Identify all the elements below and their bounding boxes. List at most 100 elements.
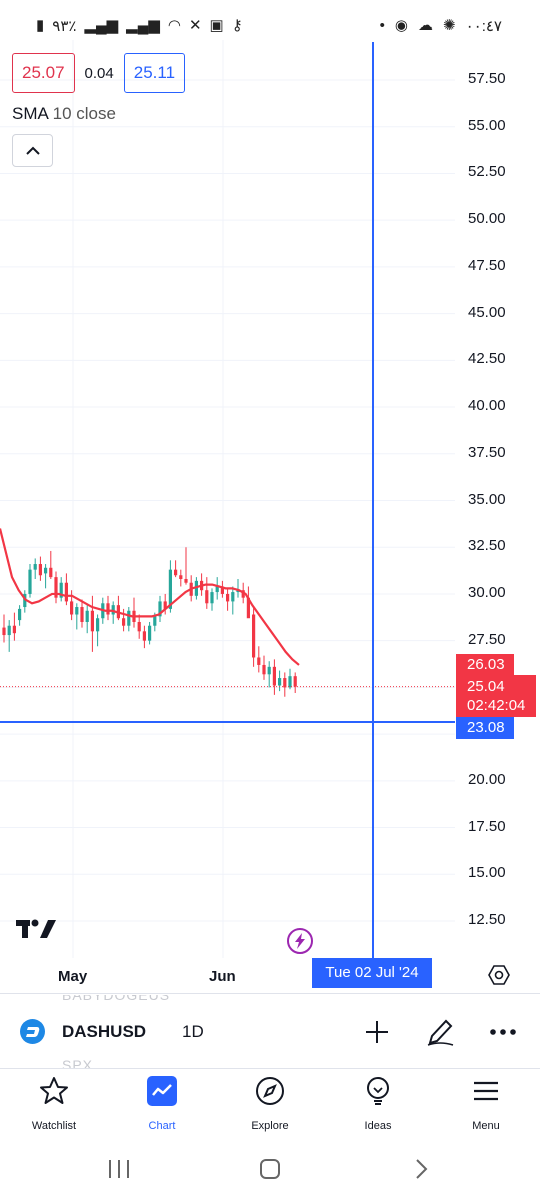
- candle-body: [179, 575, 183, 579]
- wifi-icon: ◠: [167, 17, 181, 34]
- price-tick-label: 15.00: [468, 864, 506, 882]
- candle-body: [158, 601, 162, 617]
- candle-body: [44, 567, 48, 574]
- crosshair-price-tag: 23.08: [456, 717, 514, 739]
- nav-watchlist-label: Watchlist: [31, 1120, 77, 1132]
- candle-body: [64, 582, 68, 602]
- candle-body: [75, 607, 79, 615]
- price-tick-label: 50.00: [468, 210, 506, 228]
- bid-price-button[interactable]: 25.07: [12, 53, 75, 93]
- drawing-tools-icon[interactable]: [425, 1017, 455, 1047]
- flash-icon[interactable]: [287, 928, 313, 954]
- candle-body: [278, 678, 282, 686]
- candle-body: [59, 582, 63, 598]
- whatsapp-icon: ◉: [394, 17, 409, 34]
- chart-icon: [147, 1076, 177, 1106]
- ask-price-button[interactable]: 25.11: [123, 53, 186, 93]
- candle-body: [194, 580, 198, 596]
- nav-chart-label: Chart: [148, 1120, 176, 1132]
- symbol-toolbar: BABYDOGEUS DASHUSD 1D SPX: [0, 995, 540, 1069]
- candle-body: [122, 618, 126, 626]
- battery-percent: ٩٣٪: [52, 18, 77, 35]
- candle-body: [33, 564, 37, 570]
- nav-explore-label: Explore: [251, 1120, 289, 1132]
- crosshair-date-tag: Tue 02 Jul '24: [312, 958, 432, 988]
- more-options-icon[interactable]: [488, 1017, 518, 1047]
- price-tick-label: 12.50: [468, 911, 506, 928]
- candle-body: [7, 625, 11, 636]
- candle-body: [148, 625, 152, 641]
- nav-menu[interactable]: Menu: [432, 1070, 540, 1138]
- chart-canvas[interactable]: [0, 40, 540, 958]
- candle-body: [163, 601, 167, 609]
- candle-body: [236, 590, 240, 593]
- signal-icon: ▂▄▆: [126, 17, 160, 34]
- add-icon[interactable]: [362, 1017, 392, 1047]
- candle-body: [38, 564, 42, 576]
- candle-body: [246, 597, 250, 619]
- chevron-up-icon: [25, 146, 40, 155]
- candle-body: [2, 627, 6, 636]
- candle-body: [184, 578, 188, 583]
- candle-body: [142, 631, 146, 641]
- candle-body: [262, 664, 266, 675]
- price-tick-label: 47.50: [468, 256, 506, 274]
- date-label-may: May: [58, 968, 88, 985]
- nav-ideas-label: Ideas: [364, 1120, 392, 1132]
- settings-icon: ✺: [443, 17, 456, 34]
- collapse-legend-button[interactable]: [12, 134, 53, 167]
- candle-body: [54, 577, 58, 598]
- home-icon[interactable]: [260, 1159, 280, 1179]
- lock-icon: ▣: [209, 17, 224, 34]
- candle-body: [127, 610, 131, 626]
- price-tick-label: 57.50: [468, 70, 506, 87]
- candle-body: [153, 616, 157, 626]
- bar-countdown: 02:42:04: [467, 697, 526, 714]
- sma-line: [0, 528, 300, 666]
- candle-body: [267, 666, 271, 675]
- interval-button[interactable]: 1D: [182, 1022, 204, 1041]
- candle-body: [226, 593, 230, 602]
- candle-body: [18, 608, 22, 621]
- candle-body: [70, 601, 74, 615]
- candle-body: [288, 676, 292, 688]
- bottom-navigation: Watchlist Chart Explore Ideas Menu: [0, 1070, 540, 1138]
- nav-watchlist[interactable]: Watchlist: [0, 1070, 108, 1138]
- nav-ideas[interactable]: Ideas: [324, 1070, 432, 1138]
- candle-body: [210, 592, 214, 604]
- chart-settings-icon[interactable]: [488, 964, 510, 986]
- indicator-legend[interactable]: SMA 10 close: [12, 104, 116, 124]
- hamburger-icon: [474, 1081, 498, 1101]
- nav-chart[interactable]: Chart: [108, 1070, 216, 1138]
- candle-body: [174, 569, 178, 576]
- candle-body: [293, 676, 297, 687]
- candle-body: [111, 605, 115, 615]
- system-navigation-bar: [109, 1159, 428, 1179]
- candle-body: [90, 610, 94, 632]
- recent-apps-icon[interactable]: [109, 1160, 129, 1178]
- price-tick-label: 37.50: [468, 443, 506, 461]
- symbol-search-button[interactable]: DASHUSD: [62, 1022, 147, 1041]
- nav-explore[interactable]: Explore: [216, 1070, 324, 1138]
- candle-body: [241, 590, 245, 598]
- price-tick-label: 20.00: [468, 770, 506, 788]
- ghost-symbol-below: SPX: [62, 1057, 94, 1069]
- candle-body: [80, 607, 84, 622]
- last-price-tag: 25.04 02:42:04: [456, 675, 536, 717]
- signal-icon: ▂▄▆: [84, 17, 119, 34]
- price-tick-label: 40.00: [468, 397, 506, 415]
- back-icon[interactable]: [416, 1159, 428, 1179]
- candle-body: [283, 678, 287, 688]
- compass-icon: [256, 1077, 284, 1105]
- candle-body: [137, 621, 141, 632]
- indicator-params: 10 close: [52, 104, 116, 123]
- price-tick-label: 30.00: [468, 583, 506, 601]
- dash-logo-icon: [20, 1019, 45, 1044]
- candle-body: [231, 592, 235, 602]
- date-axis[interactable]: May Jun Tue 02 Jul '24: [0, 958, 540, 994]
- candle-body: [168, 569, 172, 609]
- date-label-jun: Jun: [209, 968, 236, 985]
- candle-body: [28, 569, 32, 594]
- spread-value: 0.04: [84, 64, 114, 82]
- price-tick-label: 42.50: [468, 350, 506, 368]
